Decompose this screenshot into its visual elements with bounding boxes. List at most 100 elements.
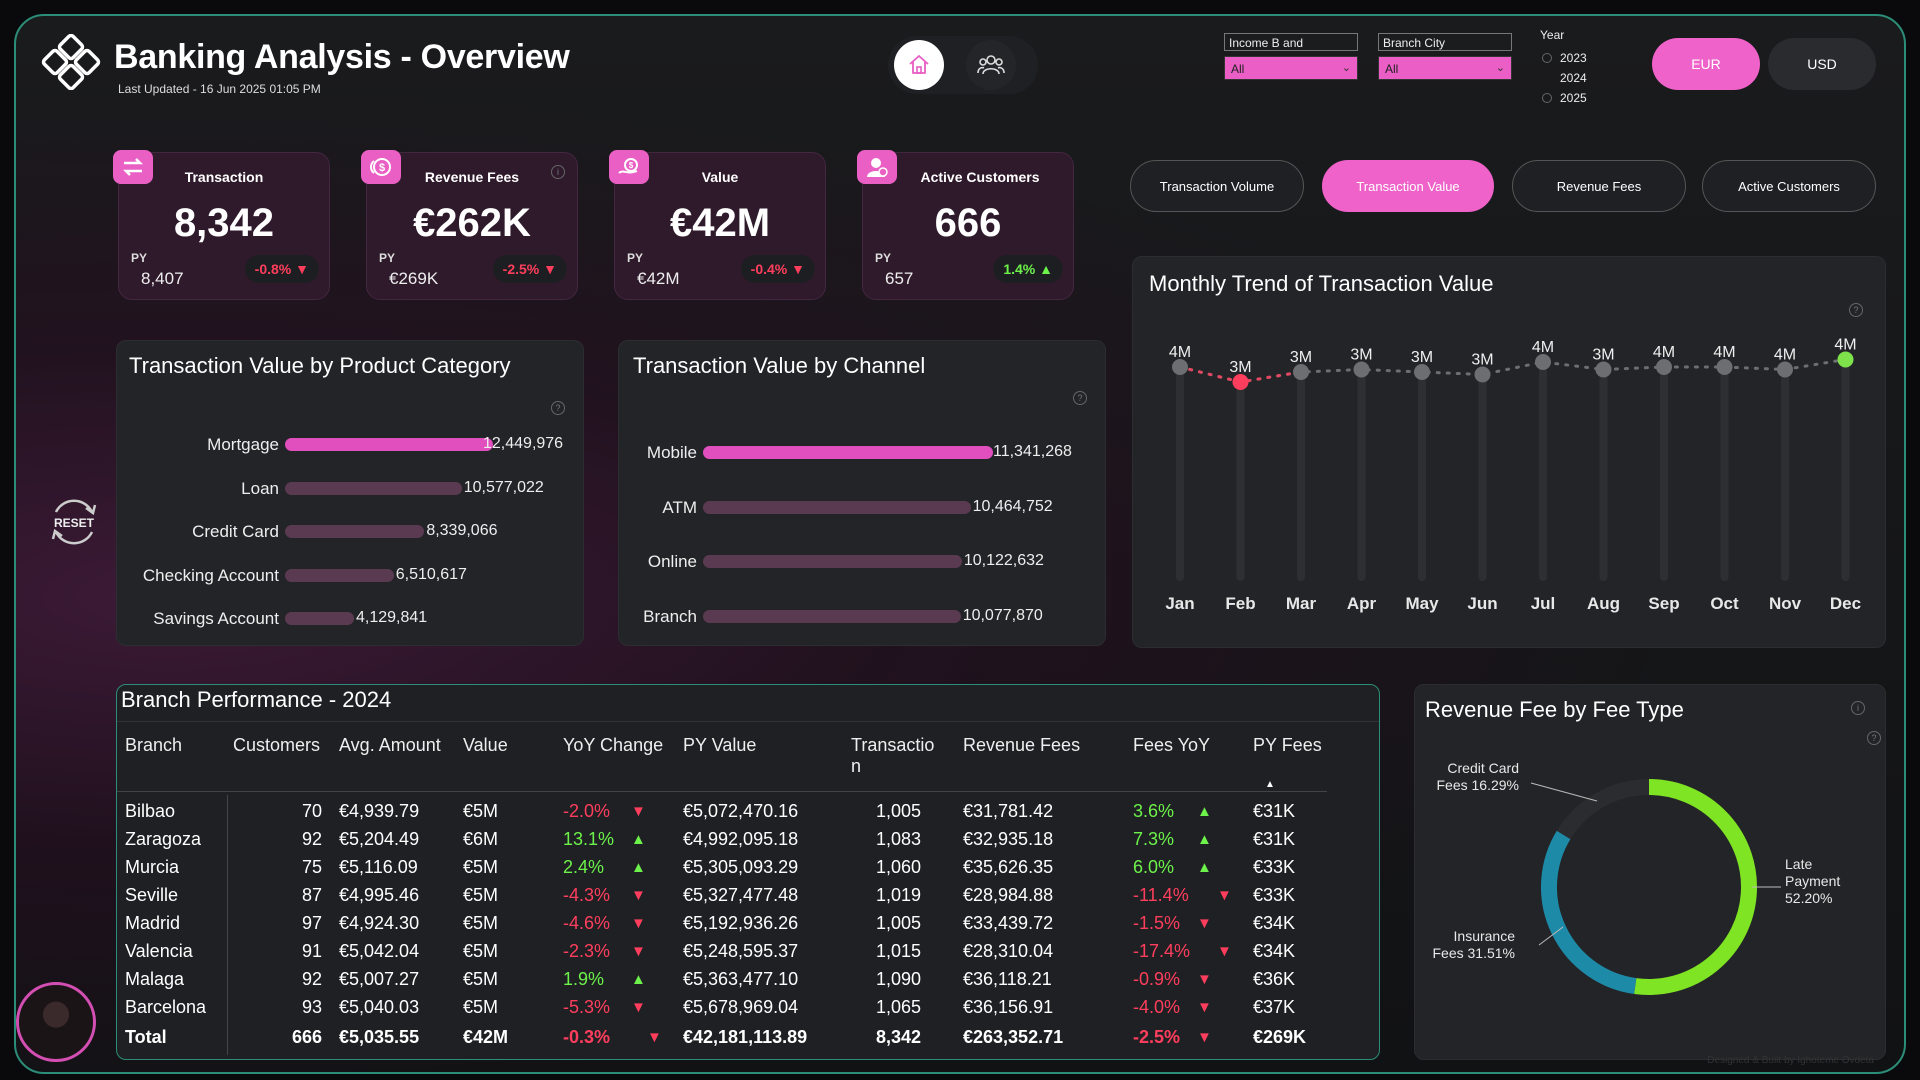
avatar[interactable] [16,982,96,1062]
up-arrow-icon: ▲ [1197,859,1212,876]
table-cell: 1,005 [875,801,921,821]
data-point [1837,351,1854,368]
reset-button[interactable]: RESET [46,494,102,550]
kpi-py-label: PY [379,251,396,265]
page-title: Banking Analysis - Overview [114,38,570,76]
year-option-2023[interactable]: 2023 [1540,48,1587,68]
column-header[interactable]: YoY Change [563,735,664,755]
table-row[interactable]: Zaragoza 92 €5,204.49 €6M 13.1% ▲ €4,992,095.… [117,829,1367,856]
customers-page-button[interactable] [966,40,1016,90]
table-cell: €34K [1253,913,1296,933]
table-cell: €263,352.71 [963,1027,1064,1047]
info-icon[interactable]: ? [1849,303,1863,317]
bar[interactable] [285,612,354,625]
table-cell: -2.3% [563,941,611,961]
year-option-2025[interactable]: 2025 [1540,88,1587,108]
table-total-row[interactable]: Total 666 €5,035.55 €42M -0.3% ▼ €42,181,113.… [117,1027,1367,1054]
table-cell: 97 [301,913,322,933]
table-cell: €34K [1253,941,1296,961]
down-arrow-icon: ▼ [631,803,646,820]
table-cell: €5M [463,997,499,1017]
info-icon[interactable]: ? [1073,391,1087,405]
table-cell: €37K [1253,997,1296,1017]
table-cell: €5,035.55 [339,1027,420,1047]
bar-category-label: Loan [241,478,279,498]
tab-transaction-volume[interactable]: Transaction Volume [1130,160,1304,212]
data-point [1595,361,1612,378]
branch-city-value: All [1385,62,1399,76]
donut-slice-late-payment[interactable] [1634,779,1757,995]
bar[interactable] [285,568,394,582]
bar[interactable] [703,555,962,568]
table-cell: €269K [1253,1027,1307,1047]
data-label: 3M [1471,352,1493,369]
column-header[interactable]: PY Fees [1253,735,1322,755]
data-label: 4M [1713,344,1735,361]
info-icon[interactable]: ? [1867,731,1881,745]
eur-button[interactable]: EUR [1652,38,1760,90]
donut-data-label: Late Payment 52.20% [1785,856,1840,906]
income-band-slicer[interactable]: Income B and All ⌄ [1224,33,1358,80]
column-header[interactable]: Customers [233,735,321,755]
column-header[interactable]: Fees YoY [1133,735,1211,755]
bar[interactable] [285,481,462,495]
table-row[interactable]: Barcelona 93 €5,040.03 €5M -5.3% ▼ €5,678,969… [117,997,1367,1024]
tab-transaction-value[interactable]: Transaction Value [1322,160,1494,212]
table-cell: 75 [301,857,322,877]
column-header[interactable]: PY Value [683,735,757,755]
table-cell: €36K [1253,969,1296,989]
month-tick-label: Dec [1830,594,1861,613]
data-point [1656,359,1672,375]
table-row[interactable]: Seville 87 €4,995.46 €5M -4.3% ▼ €5,327,477.4… [117,885,1367,912]
tab-revenue-fees[interactable]: Revenue Fees [1512,160,1686,212]
usd-button[interactable]: USD [1768,38,1876,90]
table-row[interactable]: Murcia 75 €5,116.09 €5M 2.4% ▲ €5,305,093.29 1… [117,857,1367,884]
income-band-dropdown[interactable]: All ⌄ [1224,56,1358,80]
table-row[interactable]: Madrid 97 €4,924.30 €5M -4.6% ▼ €5,192,936.26… [117,913,1367,940]
column-header[interactable]: Revenue Fees [963,735,1081,755]
branch-city-dropdown[interactable]: All ⌄ [1378,56,1512,80]
home-button[interactable] [894,40,944,90]
down-arrow-icon: ▼ [631,943,646,960]
column-header[interactable]: Branch [125,735,183,755]
table-cell: €31K [1253,829,1296,849]
table-cell: €4,995.46 [339,885,420,905]
money-hand-icon: $ [609,150,649,184]
bar[interactable] [285,438,493,451]
table-cell: 1,090 [875,969,921,989]
donut-slice-credit-card-fees[interactable] [1556,779,1650,840]
branch-city-slicer[interactable]: Branch City All ⌄ [1378,33,1512,80]
data-label: 3M [1290,349,1312,366]
down-arrow-icon: ▼ [1217,887,1232,904]
table-cell: €5M [463,801,499,821]
column-header[interactable]: Value [463,735,508,755]
table-row[interactable]: Valencia 91 €5,042.04 €5M -2.3% ▼ €5,248,595.… [117,941,1367,968]
up-arrow-icon: ▲ [1197,831,1212,848]
donut-slice-insurance-fees[interactable] [1541,830,1637,994]
info-icon[interactable]: i [1851,701,1865,715]
bar[interactable] [703,500,971,514]
table-cell: €5,042.04 [339,941,420,961]
table-row[interactable]: Malaga 92 €5,007.27 €5M 1.9% ▲ €5,363,477.10 1… [117,969,1367,996]
bar[interactable] [703,446,993,459]
kpi-value: 8,342 [173,201,275,245]
up-arrow-icon: ▲ [631,971,646,988]
kpi-title: Transaction [184,169,264,185]
table-cell: €5M [463,885,499,905]
info-icon[interactable]: i [551,165,565,179]
table-row[interactable]: Bilbao 70 €4,939.79 €5M -2.0% ▼ €5,072,470.16… [117,801,1367,828]
info-icon[interactable]: ? [551,401,565,415]
column-header[interactable]: Avg. Amount [339,735,441,755]
kpi-title: Active Customers [920,169,1040,185]
leader-line [1538,926,1564,946]
bar[interactable] [703,609,961,623]
bar[interactable] [285,525,425,538]
sort-up-icon[interactable]: ▲ [1265,779,1275,790]
bar-category-label: Credit Card [192,522,279,541]
tab-active-customers[interactable]: Active Customers [1702,160,1876,212]
year-option-label: 2025 [1560,91,1587,105]
year-option-2024[interactable]: 2024 [1540,68,1587,88]
kpi-change: -0.4% [750,261,788,277]
column-header[interactable]: Transactio n [851,735,935,776]
bar-category-label: Branch [643,606,697,626]
